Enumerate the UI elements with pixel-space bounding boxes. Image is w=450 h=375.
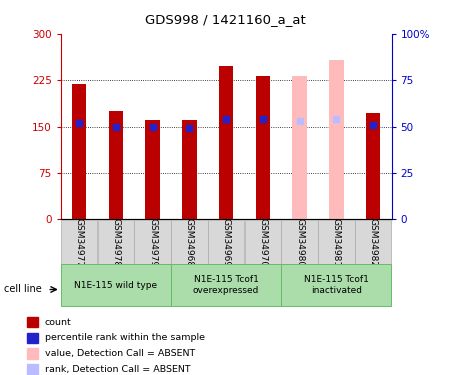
Bar xyxy=(61,220,97,264)
Bar xyxy=(145,120,160,219)
Text: count: count xyxy=(45,318,72,327)
Text: GSM34979: GSM34979 xyxy=(148,217,157,267)
Bar xyxy=(61,264,171,306)
Text: GSM34980: GSM34980 xyxy=(295,217,304,267)
Bar xyxy=(292,76,307,219)
Bar xyxy=(171,264,281,306)
Text: value, Detection Call = ABSENT: value, Detection Call = ABSENT xyxy=(45,349,195,358)
Bar xyxy=(27,317,38,327)
Bar xyxy=(318,220,355,264)
Bar xyxy=(281,220,318,264)
Bar xyxy=(256,76,270,219)
Text: GSM34970: GSM34970 xyxy=(258,217,267,267)
Bar xyxy=(208,220,244,264)
Text: N1E-115 Tcof1
overexpressed: N1E-115 Tcof1 overexpressed xyxy=(193,275,259,295)
Bar xyxy=(72,84,86,219)
Text: GSM34978: GSM34978 xyxy=(112,217,121,267)
Bar xyxy=(281,264,392,306)
Text: rank, Detection Call = ABSENT: rank, Detection Call = ABSENT xyxy=(45,365,191,374)
Text: GSM34969: GSM34969 xyxy=(221,217,230,267)
Bar xyxy=(182,120,197,219)
Text: cell line: cell line xyxy=(4,285,42,294)
Bar xyxy=(108,111,123,219)
Bar xyxy=(27,364,38,375)
Bar xyxy=(171,220,207,264)
Bar xyxy=(245,220,281,264)
Text: GSM34977: GSM34977 xyxy=(75,217,84,267)
Bar xyxy=(219,66,234,219)
Text: GDS998 / 1421160_a_at: GDS998 / 1421160_a_at xyxy=(144,13,306,26)
Bar xyxy=(329,60,344,219)
Bar xyxy=(98,220,134,264)
Bar xyxy=(27,348,38,359)
Text: GSM34982: GSM34982 xyxy=(369,218,378,267)
Text: GSM34968: GSM34968 xyxy=(185,217,194,267)
Bar xyxy=(366,113,380,219)
Bar xyxy=(27,333,38,343)
Text: percentile rank within the sample: percentile rank within the sample xyxy=(45,333,205,342)
Text: N1E-115 Tcof1
inactivated: N1E-115 Tcof1 inactivated xyxy=(304,275,369,295)
Bar xyxy=(355,220,392,264)
Text: N1E-115 wild type: N1E-115 wild type xyxy=(74,280,158,290)
Text: GSM34981: GSM34981 xyxy=(332,217,341,267)
Bar xyxy=(135,220,171,264)
